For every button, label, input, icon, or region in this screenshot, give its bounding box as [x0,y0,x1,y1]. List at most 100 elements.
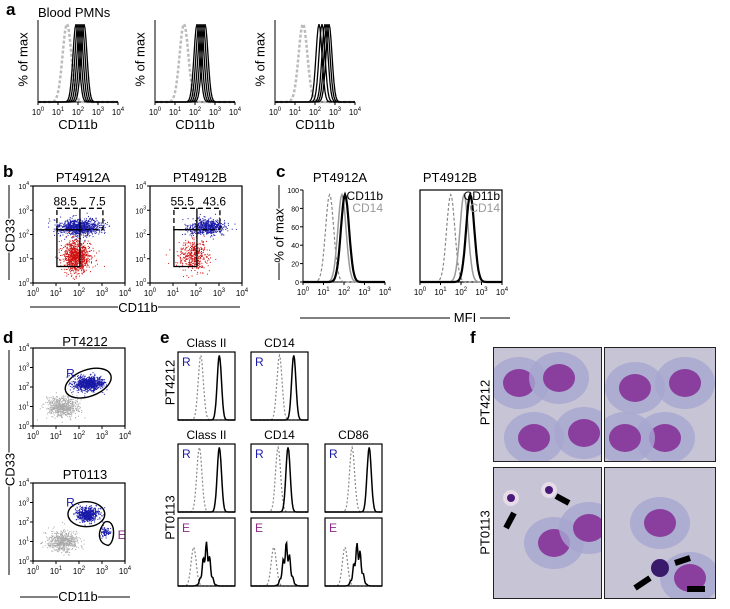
gray-event [56,410,57,411]
gray-event [78,404,79,405]
x-tick-label: 102 [190,288,203,298]
red-event [75,259,76,260]
red-event [82,255,83,256]
y-tick-label: 0 [295,280,299,287]
red-event [77,274,78,275]
blue-event [192,224,193,225]
gray-event [68,414,69,415]
gray-event [46,409,47,410]
red-event [64,246,65,247]
blue-event [96,228,97,229]
gray-event [48,401,49,402]
blue-event [97,223,98,224]
blue-event [76,384,77,385]
red-event [81,254,82,255]
y-tick-label: 103 [135,205,146,215]
red-event [59,241,60,242]
red-event [75,269,76,270]
blue-event [194,227,195,228]
gray-event [47,414,48,415]
blue-event [208,220,209,221]
blue-event [199,223,200,224]
x-tick-label: 100 [27,288,40,298]
blue-event [72,384,73,385]
red-event [185,243,186,244]
red-event [78,256,79,257]
gray-event [46,537,47,538]
red-event [200,272,201,273]
x-tick-exp: 2 [82,431,86,437]
blue-event [76,383,77,384]
blue-event [95,221,96,222]
blue-event [83,379,84,380]
a-xlabel: CD11b [175,117,215,132]
red-event [63,259,64,260]
blue-event [74,231,75,232]
blue-event [74,234,75,235]
blue-event [95,225,96,226]
blue-event [87,383,88,384]
blue-event [91,230,92,231]
blue-event [100,376,101,377]
red-event [77,263,78,264]
red-event [99,251,100,252]
red-event [75,244,76,245]
blue-event [198,224,199,225]
blue-event [72,223,73,224]
gray-event [57,408,58,409]
red-event [190,243,191,244]
blue-event [206,234,207,235]
blue-event [92,376,93,377]
blue-event [95,228,96,229]
gray-event [47,398,48,399]
blue-event [65,231,66,232]
red-event [81,261,82,262]
blue-event [85,226,86,227]
blue-event [91,388,92,389]
red-event [81,251,82,252]
gray-event [52,398,53,399]
blue-event [75,220,76,221]
blue-event [94,225,95,226]
blue-event [68,384,69,385]
blue-event [78,392,79,393]
blue-event [74,223,75,224]
blue-event [206,227,207,228]
red-event [197,272,198,273]
panel-label-c: c [276,162,285,182]
gray-event [56,547,57,548]
red-event [88,241,89,242]
gray-event [62,405,63,406]
red-event [86,262,87,263]
gray-event [55,402,56,403]
red-event [194,243,195,244]
blue-event [94,231,95,232]
blue-event [221,227,222,228]
red-event [207,260,208,261]
blue-event [91,232,92,233]
blue-event [48,227,49,228]
red-event [78,258,79,259]
blue-event [203,231,204,232]
blue-event [62,223,63,224]
gray-event [81,399,82,400]
blue-event [75,386,76,387]
gray-event [59,411,60,412]
y-tick-exp: 3 [143,205,146,211]
red-event [198,251,199,252]
red-event [203,244,204,245]
blue-event [102,383,103,384]
gray-event [77,532,78,533]
x-tick-exp: 2 [347,287,351,293]
blue-event [79,384,80,385]
y-tick-label: 102 [18,382,29,392]
blue-event [74,387,75,388]
x-tick-exp: 3 [101,107,105,113]
blue-event [88,216,89,217]
red-event [74,257,75,258]
blue-event [85,228,86,229]
blue-event [78,387,79,388]
blue-event [92,225,93,226]
gray-event [59,550,60,551]
x-tick-exp: 2 [318,107,322,113]
